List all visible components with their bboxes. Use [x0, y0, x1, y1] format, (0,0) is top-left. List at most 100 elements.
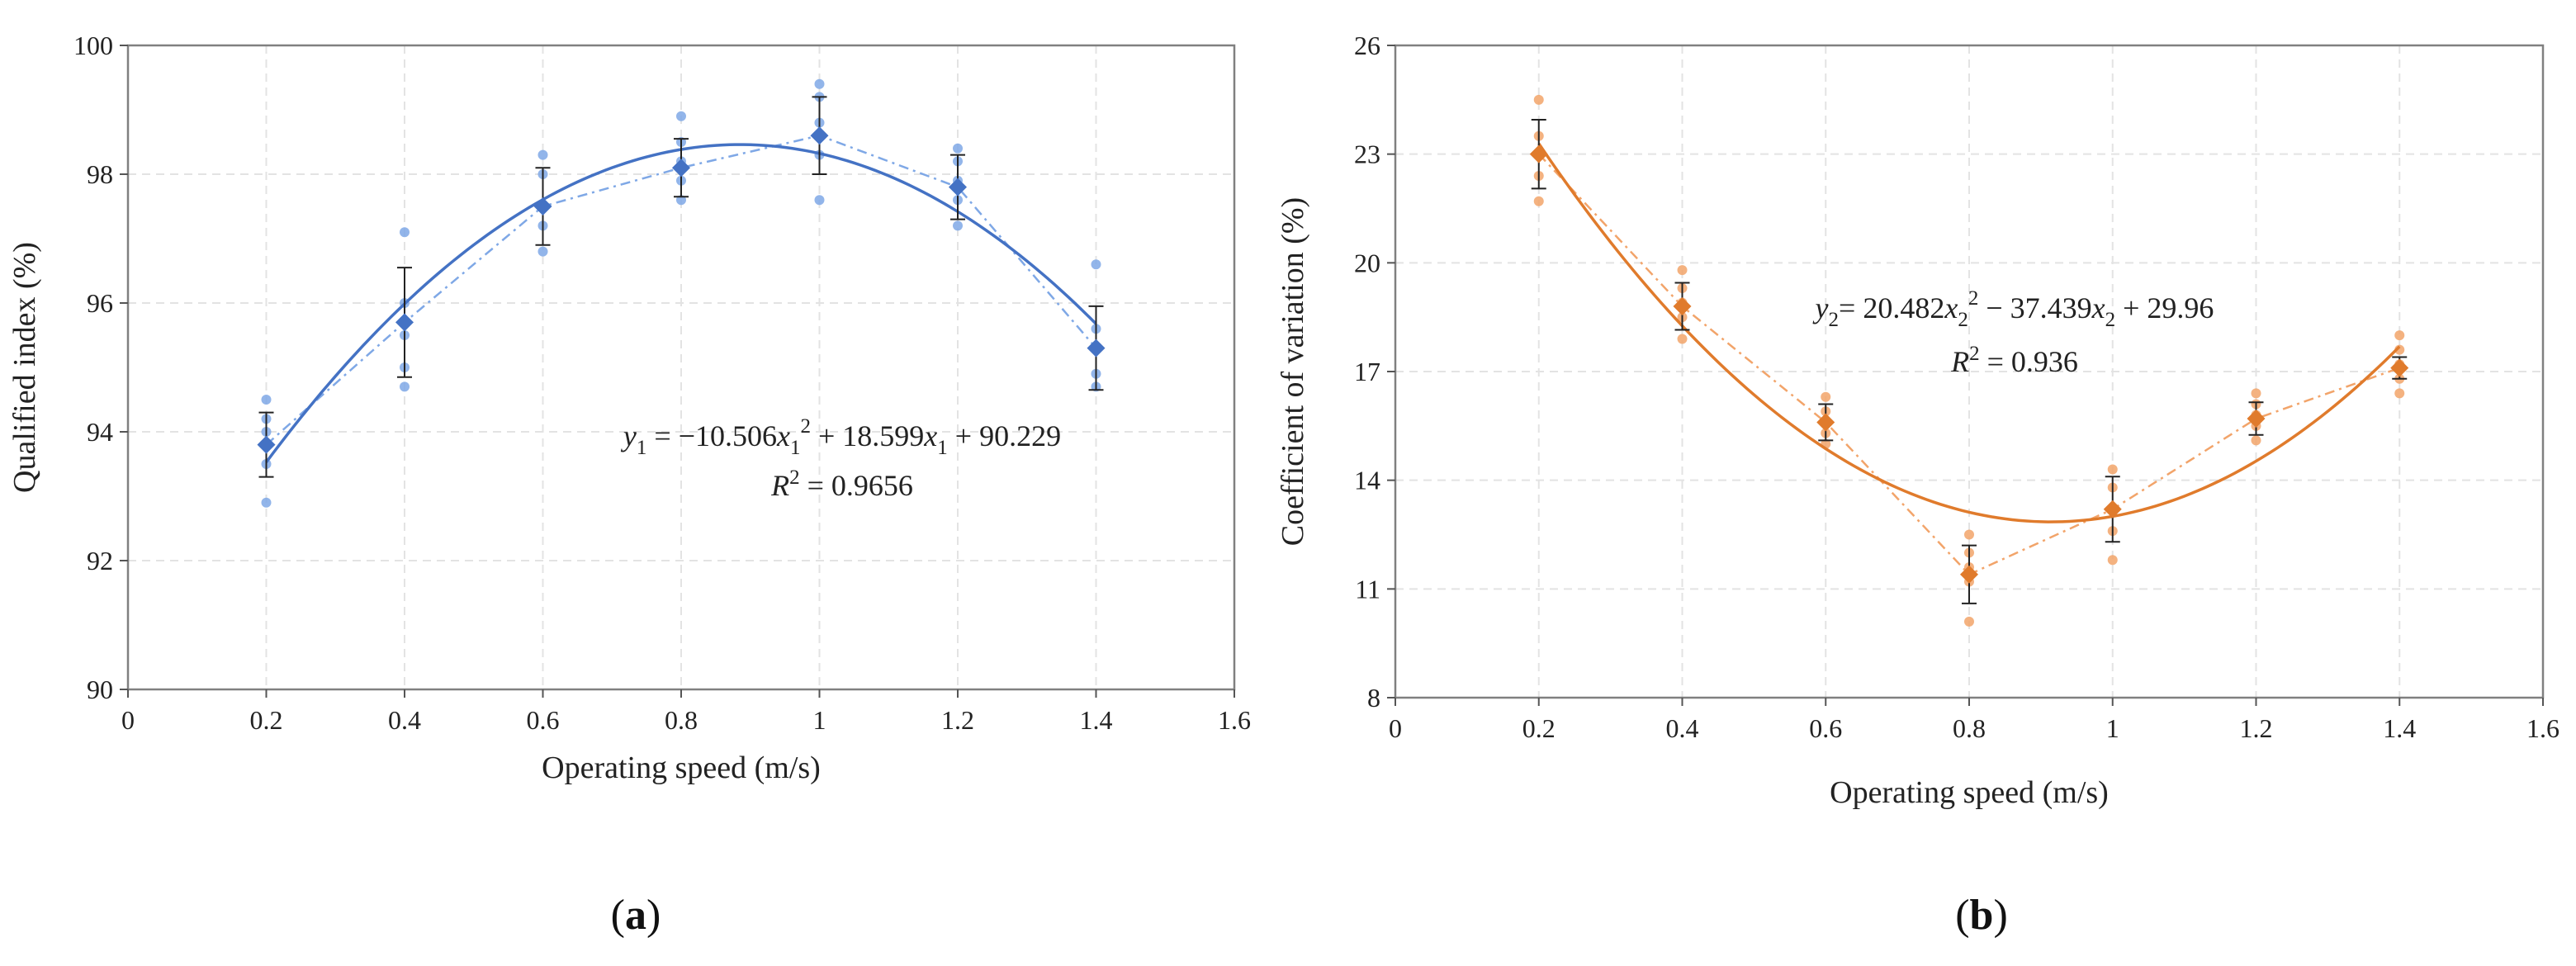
chart-b-sample-point — [2107, 555, 2118, 566]
eq-b-sub3: 2 — [2105, 309, 2116, 331]
chart-a-y-tick-label: 94 — [87, 417, 113, 447]
chart-a-mean-marker — [533, 197, 552, 215]
chart-a-mean-marker — [257, 435, 276, 454]
r-squared-a: R2 = 0.9656 — [770, 466, 913, 502]
chart-b-sample-point — [1821, 391, 1831, 402]
chart-a-y-tick-label: 100 — [73, 31, 113, 60]
chart-b-x-axis-title: Operating speed (m/s) — [1830, 775, 2109, 810]
chart-a-sample-point — [1091, 259, 1101, 270]
eq-a-sup: 2 — [800, 415, 811, 438]
eq-b-sup: 2 — [1968, 287, 1979, 310]
chart-b-sample-point — [1964, 529, 1974, 540]
chart-a-mean-marker — [949, 178, 967, 197]
chart-b-y-tick-label: 20 — [1354, 248, 1380, 277]
eq-b-plus: − 37.439 — [1978, 291, 2091, 324]
chart-b-x-tick-label: 1.4 — [2383, 713, 2416, 743]
panel-label-b: (b) — [1955, 892, 2008, 939]
chart-b-mean-marker — [2247, 410, 2266, 429]
r-a-symbol: R — [770, 469, 789, 502]
chart-b-coefficient-of-variation: 0 0.2 0.4 0.6 0.8 1 1.2 1.4 1.6 8 11 14 17 20 23 26 Oper… — [1276, 31, 2559, 810]
chart-b-mean-marker — [2390, 358, 2409, 377]
chart-b-sample-point — [2107, 464, 2118, 475]
chart-b-sample-point — [2251, 435, 2261, 446]
eq-b-y: y — [1813, 291, 1829, 324]
eq-a-y: y — [621, 419, 637, 452]
chart-b-sample-point — [2394, 330, 2405, 341]
chart-b-x-tick-label: 1.6 — [2526, 713, 2559, 743]
chart-a-sample-point — [814, 78, 825, 89]
chart-a-x-tick-label: 0.4 — [388, 705, 421, 735]
chart-a-sample-point — [537, 149, 548, 160]
chart-b-x-tick-label: 1.2 — [2240, 713, 2273, 743]
chart-b-mean-marker — [1673, 297, 1692, 315]
chart-b-x-tick-label: 0.2 — [1522, 713, 1556, 743]
chart-b-y-tick-label: 26 — [1354, 31, 1380, 60]
chart-b-sample-point — [1964, 616, 1974, 627]
chart-a-mean-marker — [672, 159, 690, 178]
eq-a-coef: = −10.506 — [646, 419, 777, 452]
chart-a-y-tick-label: 96 — [87, 288, 113, 318]
chart-a-x-tick-label: 1.2 — [941, 705, 974, 735]
chart-a-y-tick-label: 92 — [87, 546, 113, 575]
r-a-value: = 0.9656 — [800, 469, 913, 502]
chart-b-y-tick-label: 8 — [1367, 683, 1380, 713]
chart-b-sample-point — [1533, 196, 1544, 206]
chart-a-sample-point — [676, 111, 686, 121]
eq-a-x: x — [776, 419, 790, 452]
chart-a-sample-point — [537, 246, 548, 257]
equation-a: y1 = −10.506x12 + 18.599x1 + 90.229 — [621, 415, 1061, 459]
r-b-value: = 0.936 — [1980, 345, 2078, 378]
r-squared-b: R2 = 0.936 — [1950, 343, 2078, 378]
equation-b: y2= 20.482x22 − 37.439x2 + 29.96 — [1813, 287, 2214, 331]
r-b-sup: 2 — [1969, 343, 1980, 365]
panel-label-a: (a) — [611, 892, 661, 939]
chart-a-y-tick-label: 90 — [87, 675, 113, 704]
chart-b-y-tick-label: 14 — [1354, 466, 1380, 495]
eq-a-sub1: 1 — [637, 437, 647, 459]
chart-a-x-tick-label: 0.6 — [527, 705, 560, 735]
chart-b-mean-marker — [1816, 413, 1835, 432]
chart-b-sample-point — [1677, 265, 1688, 276]
chart-a-mean-marker — [1087, 339, 1106, 358]
chart-a-x-tick-label: 1 — [813, 705, 826, 735]
chart-b-sample-point — [1533, 94, 1544, 105]
chart-b-mean-marker — [1529, 144, 1548, 163]
chart-a-sample-point — [953, 220, 963, 231]
chart-b-sample-point — [2251, 388, 2261, 399]
chart-a-x-tick-label: 0.2 — [250, 705, 283, 735]
eq-b-sub1: 2 — [1829, 309, 1840, 331]
eq-b-x2: x — [2091, 291, 2105, 324]
eq-b-x: x — [1944, 291, 1958, 324]
chart-b-sample-point — [2394, 388, 2405, 399]
chart-b-mean-marker — [1960, 565, 1978, 584]
chart-b-x-tick-label: 1 — [2106, 713, 2119, 743]
chart-a-y-tick-label: 98 — [87, 159, 113, 189]
chart-b-y-tick-label: 11 — [1355, 574, 1380, 604]
eq-a-x2: x — [923, 419, 937, 452]
chart-a-x-tick-label: 1.4 — [1080, 705, 1113, 735]
chart-b-y-axis-title: Coefficient of variation (%) — [1276, 197, 1310, 546]
chart-a-sample-point — [814, 195, 825, 206]
chart-b-mean-marker — [2103, 500, 2122, 519]
eq-a-sub2: 1 — [790, 437, 801, 459]
chart-b-x-tick-label: 0.6 — [1809, 713, 1842, 743]
chart-a-mean-marker — [395, 313, 414, 332]
chart-b-x-tick-label: 0 — [1389, 713, 1402, 743]
chart-a-qualified-index: 0 0.2 0.4 0.6 0.8 1 1.2 1.4 1.6 90 92 94 96 98 100 Oper… — [7, 31, 1251, 785]
eq-a-plus: + 18.599 — [811, 419, 924, 452]
eq-b-coef: = 20.482 — [1839, 291, 1944, 324]
chart-b-x-tick-label: 0.4 — [1666, 713, 1699, 743]
chart-a-sample-point — [261, 395, 272, 405]
chart-b-y-tick-label: 17 — [1354, 357, 1380, 386]
chart-a-sample-point — [400, 227, 410, 238]
r-a-sup: 2 — [789, 466, 800, 489]
eq-b-const: + 29.96 — [2115, 291, 2214, 324]
chart-a-sample-point — [261, 497, 272, 508]
chart-b-y-tick-label: 23 — [1354, 140, 1380, 169]
chart-b-x-tick-label: 0.8 — [1953, 713, 1986, 743]
eq-a-const: + 90.229 — [948, 419, 1061, 452]
chart-a-x-tick-label: 1.6 — [1218, 705, 1251, 735]
chart-a-x-tick-label: 0.8 — [665, 705, 698, 735]
r-b-symbol: R — [1950, 345, 1969, 378]
